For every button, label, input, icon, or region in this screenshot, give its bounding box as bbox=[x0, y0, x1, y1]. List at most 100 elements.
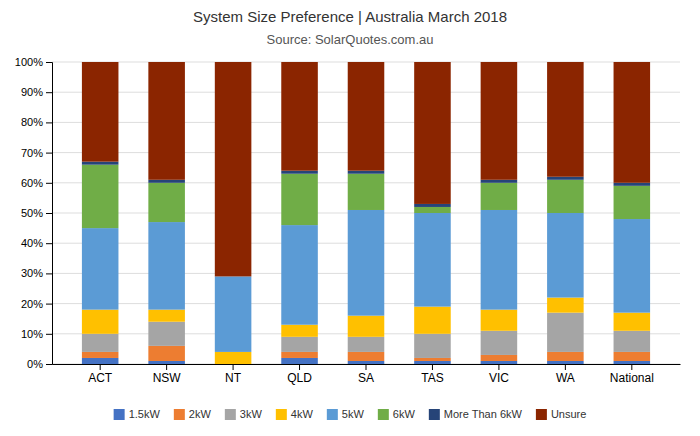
bar-segment bbox=[547, 177, 584, 180]
bar-segment bbox=[547, 180, 584, 213]
bar-segment bbox=[82, 228, 119, 310]
y-tick-mark bbox=[46, 153, 52, 154]
bar-segment bbox=[547, 313, 584, 352]
bar-segment bbox=[481, 62, 518, 180]
x-tick-label: National bbox=[610, 371, 654, 385]
legend-swatch bbox=[378, 409, 389, 420]
y-tick-mark bbox=[46, 304, 52, 305]
y-tick: 50% bbox=[21, 207, 52, 219]
bar-segment bbox=[414, 62, 451, 204]
y-tick-label: 80% bbox=[21, 116, 43, 128]
bar-segment bbox=[281, 171, 318, 174]
bar-segment bbox=[481, 210, 518, 310]
bar-segment bbox=[215, 352, 252, 364]
y-tick: 100% bbox=[15, 56, 52, 68]
series bbox=[82, 62, 650, 276]
bar-segment bbox=[348, 361, 385, 364]
bar-segment bbox=[148, 322, 185, 346]
x-tick: ACT bbox=[88, 364, 113, 385]
bar-segment bbox=[348, 171, 385, 174]
bar-segment bbox=[414, 213, 451, 307]
bar-segment bbox=[348, 62, 385, 171]
bar-segment bbox=[82, 352, 119, 358]
legend-swatch bbox=[174, 409, 185, 420]
bar-segment bbox=[547, 213, 584, 298]
bar-segment bbox=[82, 162, 119, 165]
bar-segment bbox=[82, 358, 119, 364]
y-tick-mark bbox=[46, 183, 52, 184]
y-tick-label: 70% bbox=[21, 147, 43, 159]
x-tick-mark bbox=[498, 364, 499, 370]
y-tick-label: 100% bbox=[15, 56, 43, 68]
x-axis: ACT NSW NT QLD SA TAS VIC WA National bbox=[53, 364, 681, 385]
bar-segment bbox=[414, 307, 451, 334]
bar-segment bbox=[148, 361, 185, 364]
bar-segment bbox=[547, 352, 584, 361]
bar-segment bbox=[547, 361, 584, 364]
legend-item: 4kW bbox=[276, 408, 314, 420]
y-tick: 90% bbox=[21, 86, 52, 98]
y-tick: 40% bbox=[21, 237, 52, 249]
x-tick-label: QLD bbox=[287, 371, 312, 385]
bar-segment bbox=[614, 62, 651, 183]
x-tick-label: ACT bbox=[88, 371, 113, 385]
legend-item: Unsure bbox=[536, 408, 586, 420]
y-tick-mark bbox=[46, 243, 52, 244]
x-tick-mark bbox=[366, 364, 367, 370]
x-tick: NT bbox=[225, 364, 242, 385]
bar-segment bbox=[281, 358, 318, 364]
x-tick-mark bbox=[631, 364, 632, 370]
bar-segment bbox=[547, 62, 584, 177]
bar-segment bbox=[348, 337, 385, 352]
x-tick-label: VIC bbox=[489, 371, 509, 385]
bar-segment bbox=[281, 62, 318, 171]
x-tick: SA bbox=[358, 364, 374, 385]
y-tick: 10% bbox=[21, 328, 52, 340]
bar-segment bbox=[414, 361, 451, 364]
chart: System Size Preference | Australia March… bbox=[0, 0, 700, 436]
x-tick-mark bbox=[233, 364, 234, 370]
x-tick: NSW bbox=[153, 364, 182, 385]
x-tick-label: SA bbox=[358, 371, 374, 385]
legend-item: More Than 6kW bbox=[429, 408, 523, 420]
x-tick-label: TAS bbox=[421, 371, 443, 385]
bar-segment bbox=[414, 207, 451, 213]
bar-segment bbox=[281, 337, 318, 352]
bar-segment bbox=[281, 352, 318, 358]
legend-swatch bbox=[225, 409, 236, 420]
bar-segment bbox=[348, 210, 385, 316]
y-tick-mark bbox=[46, 364, 52, 365]
bar-segment bbox=[82, 334, 119, 352]
y-tick-mark bbox=[46, 334, 52, 335]
legend-item: 1.5kW bbox=[114, 408, 161, 420]
bar-segment bbox=[614, 352, 651, 361]
y-tick: 30% bbox=[21, 267, 52, 279]
bar-segment bbox=[281, 174, 318, 225]
bar-segment bbox=[481, 361, 518, 364]
y-tick-label: 20% bbox=[21, 298, 43, 310]
legend-swatch bbox=[429, 409, 440, 420]
legend-item: 2kW bbox=[174, 408, 212, 420]
x-tick: TAS bbox=[421, 364, 443, 385]
bar-segment bbox=[414, 204, 451, 207]
y-tick: 60% bbox=[21, 177, 52, 189]
bar-segment bbox=[481, 355, 518, 361]
y-tick: 70% bbox=[21, 147, 52, 159]
bar-segment bbox=[614, 183, 651, 186]
legend-label: 5kW bbox=[342, 408, 365, 420]
x-tick-mark bbox=[299, 364, 300, 370]
bar-segment bbox=[481, 183, 518, 210]
bar-segment bbox=[481, 180, 518, 183]
y-tick-label: 50% bbox=[21, 207, 43, 219]
bar-segment bbox=[82, 310, 119, 334]
subtitle: Source: SolarQuotes.com.au bbox=[267, 32, 434, 47]
legend-item: 3kW bbox=[225, 408, 263, 420]
x-tick-mark bbox=[432, 364, 433, 370]
bar-segment bbox=[281, 325, 318, 337]
bar-segment bbox=[348, 316, 385, 337]
series bbox=[82, 210, 650, 352]
grid bbox=[52, 62, 680, 364]
legend-label: 1.5kW bbox=[129, 408, 161, 420]
x-tick: WA bbox=[556, 364, 575, 385]
legend-item: 6kW bbox=[378, 408, 416, 420]
